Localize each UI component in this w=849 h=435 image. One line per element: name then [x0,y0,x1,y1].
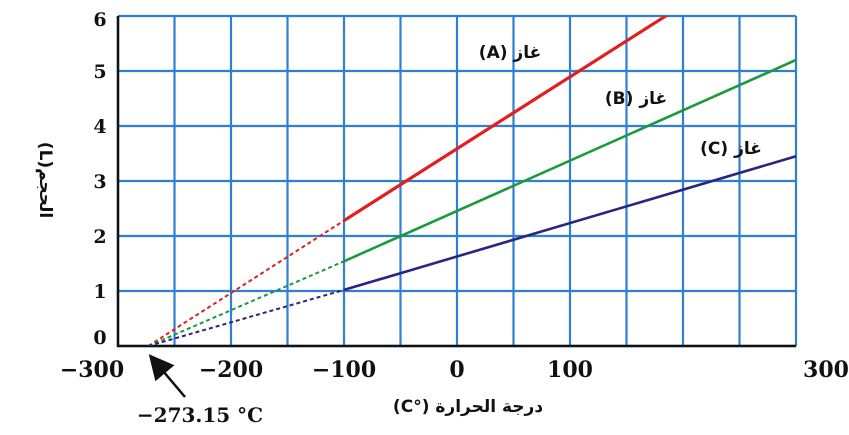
x-tick-label: 300 [803,357,849,383]
series-b-extrapolated [147,260,345,346]
series-a-extrapolated [147,219,345,346]
series-c-extrapolated [148,288,345,346]
series-labels: غاز (A) غاز (B) غاز (C) [479,43,762,159]
series-a-label: غاز (A) [479,43,541,63]
x-tick-label: 100 [547,357,593,383]
y-tick-label: 4 [93,116,106,138]
y-tick-label: 5 [93,61,106,83]
annotation-arrow [148,354,186,398]
x-tick-label: −200 [199,357,263,383]
x-axis-label: درجة الحرارة (°C) [393,397,543,417]
series-c-label: غاز (C) [700,139,762,159]
x-tick-label: −100 [312,357,376,383]
y-tick-label: 0 [93,327,106,349]
y-tick-label: 3 [93,171,106,193]
series-b-line [343,58,796,263]
series-b-label: غاز (B) [605,89,667,109]
y-tick-label: 1 [93,281,106,303]
x-tick-label: −300 [60,357,124,383]
annotation-absolute-zero: −273.15 °C [137,403,263,427]
y-axis-label: الحجم(L) [35,142,55,218]
axes [116,16,796,348]
y-tick-label: 6 [93,9,106,31]
series-c-line [343,155,796,292]
grid [116,14,798,348]
y-tick-labels: 0 1 2 3 4 5 6 [93,9,106,349]
x-tick-labels: −300 −200 −100 0 100 300 [60,357,849,383]
y-tick-label: 2 [93,226,106,248]
series-a-line [343,16,669,222]
x-tick-label: 0 [449,357,464,383]
series-lines [147,16,796,346]
